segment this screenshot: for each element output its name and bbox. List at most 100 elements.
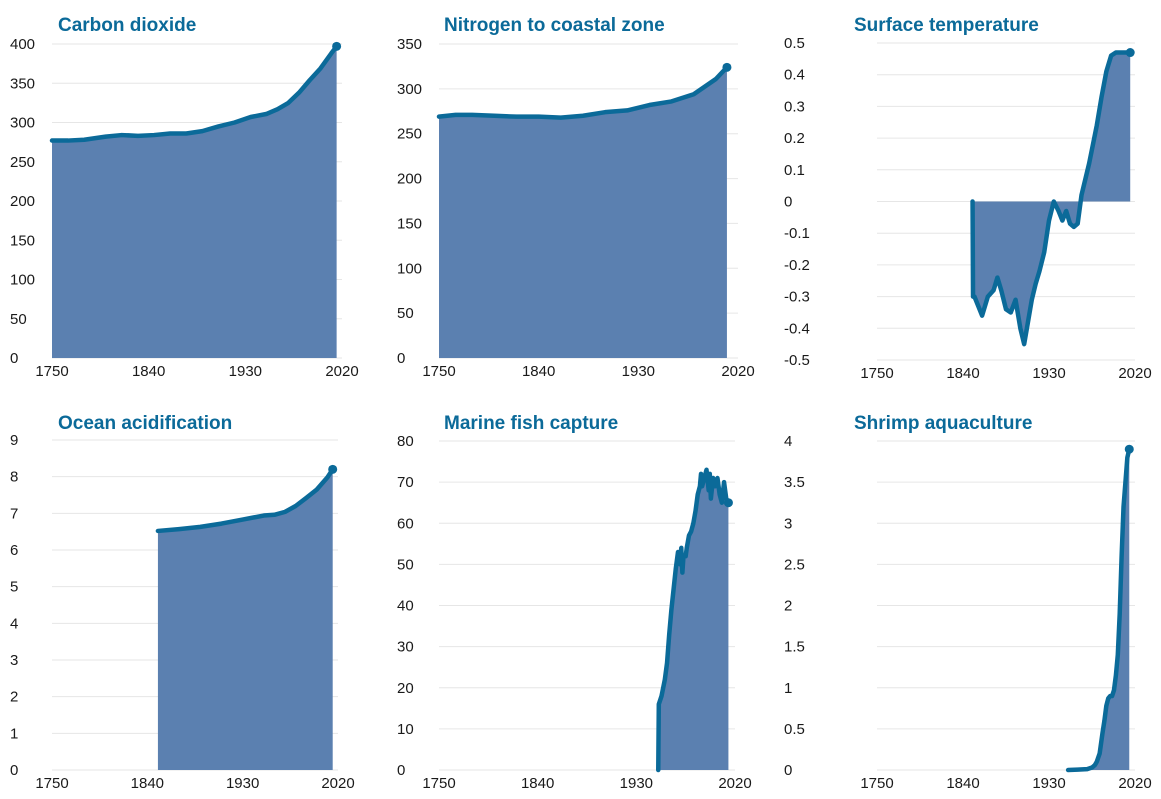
data-point (695, 510, 697, 512)
data-point (298, 92, 300, 94)
data-point (1038, 270, 1040, 272)
data-point (685, 555, 687, 557)
data-point (287, 102, 289, 104)
data-point (137, 135, 139, 137)
y-tick-label: 8 (10, 469, 18, 486)
y-tick-label: -0.3 (784, 289, 810, 306)
data-point (668, 633, 670, 635)
data-point (455, 114, 457, 116)
data-point (438, 116, 440, 118)
y-tick-label: 0.5 (784, 721, 805, 738)
y-tick-label: 150 (10, 232, 35, 249)
y-tick-label: 2 (10, 689, 18, 706)
series-area (157, 469, 333, 770)
y-tick-label: 80 (397, 433, 414, 450)
data-point (686, 547, 688, 549)
y-tick-label: 1 (10, 725, 18, 742)
data-point (723, 481, 725, 483)
data-point (178, 528, 180, 530)
chart-title-carbon-dioxide: Carbon dioxide (58, 15, 196, 36)
data-point (972, 201, 974, 202)
data-point (692, 522, 694, 524)
data-point (996, 277, 998, 279)
chart-title-ocean-acidification: Ocean acidification (58, 413, 232, 434)
data-point (309, 79, 311, 81)
data-point (1111, 695, 1113, 697)
data-point (1010, 311, 1012, 313)
x-tick-label: 1840 (521, 775, 554, 792)
data-point (709, 473, 711, 475)
y-tick-label: 60 (397, 515, 414, 532)
data-point (703, 477, 705, 479)
data-point (670, 609, 672, 611)
x-tick-label: 1930 (1032, 365, 1065, 382)
y-tick-label: 0 (784, 762, 792, 779)
x-tick-label: 1930 (622, 363, 655, 380)
data-point (677, 551, 679, 553)
data-point (320, 67, 322, 69)
series-area (1068, 449, 1130, 770)
data-point (658, 703, 660, 705)
data-point (701, 485, 703, 487)
end-point (722, 62, 732, 72)
data-point (1099, 753, 1101, 755)
y-tick-label: 200 (397, 171, 422, 188)
x-tick-label: 1930 (226, 775, 259, 792)
data-point (1069, 223, 1071, 225)
data-point (199, 526, 201, 528)
x-tick-label: 1750 (35, 775, 68, 792)
data-point (83, 139, 85, 141)
data-point (250, 116, 252, 118)
data-point (688, 535, 690, 537)
y-tick-label: 3.5 (784, 474, 805, 491)
data-point (1005, 308, 1007, 310)
data-point (1073, 226, 1075, 228)
y-tick-label: 70 (397, 474, 414, 491)
data-point (157, 530, 159, 532)
y-tick-label: 40 (397, 598, 414, 615)
end-point (1125, 48, 1135, 58)
data-point (673, 588, 675, 590)
data-point (1091, 767, 1093, 769)
data-point (1121, 555, 1123, 557)
data-point (648, 104, 650, 106)
data-point (471, 114, 473, 116)
data-point (1124, 481, 1126, 483)
data-point (987, 296, 989, 298)
data-point (305, 497, 307, 499)
data-point (1086, 768, 1088, 770)
chart-title-surface-temperature: Surface temperature (854, 15, 1039, 36)
x-tick-label: 2020 (721, 363, 754, 380)
series-area (658, 469, 729, 770)
data-point (1124, 52, 1126, 54)
data-point (981, 315, 983, 317)
data-point (1105, 71, 1107, 73)
data-point (516, 116, 518, 118)
data-point (326, 476, 328, 478)
y-tick-label: 2.5 (784, 556, 805, 573)
x-tick-label: 1930 (620, 775, 653, 792)
data-point (51, 140, 53, 142)
data-point (185, 132, 187, 134)
data-point (1065, 210, 1067, 212)
data-point (1117, 654, 1119, 656)
data-point (973, 296, 975, 298)
data-point (284, 511, 286, 513)
data-point (277, 108, 279, 110)
data-point (295, 505, 297, 507)
y-tick-label: 1.5 (784, 639, 805, 656)
y-tick-label: 10 (397, 721, 414, 738)
series-area (439, 67, 727, 358)
series-line (1065, 446, 1132, 773)
x-tick-label: 2020 (1118, 775, 1151, 792)
data-point (1109, 695, 1111, 697)
x-tick-label: 1750 (422, 775, 455, 792)
data-point (977, 305, 979, 307)
data-point (316, 489, 318, 490)
data-point (1102, 732, 1104, 734)
data-point (604, 111, 606, 113)
data-point (1048, 220, 1050, 222)
data-point (121, 134, 123, 136)
y-tick-label: 0 (10, 762, 18, 779)
data-point (1115, 674, 1117, 676)
